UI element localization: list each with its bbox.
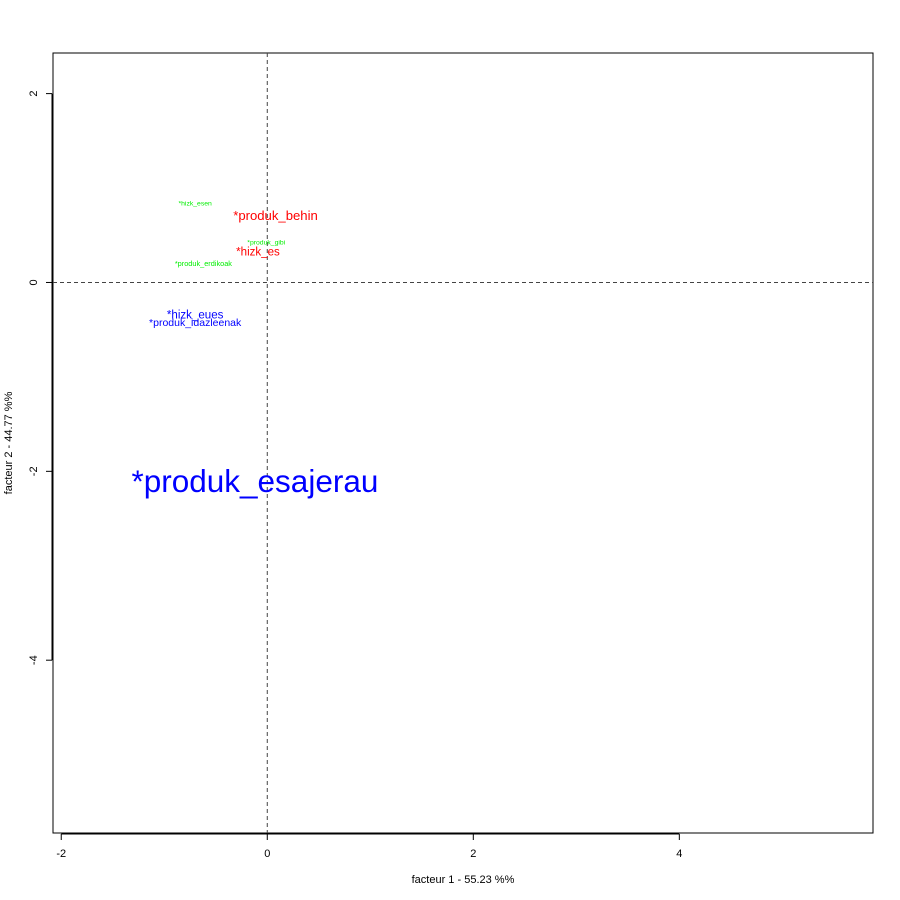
point-label: *produk_idazleenak (149, 317, 242, 329)
y-tick-label: -4 (28, 655, 40, 665)
point-label: *produk_behin (233, 208, 318, 223)
reference-lines (53, 53, 873, 833)
x-axis: -2 0 2 4 (56, 833, 682, 860)
point-label: *hizk_esen (178, 201, 212, 208)
y-axis-title: facteur 2 - 44.77 %% (3, 391, 15, 494)
point-label: *hizk_eues (167, 310, 224, 322)
x-tick-label: 4 (676, 848, 682, 860)
x-axis-title: facteur 1 - 55.23 %% (412, 874, 515, 886)
plot-frame (52, 52, 874, 834)
y-tick-label: 2 (28, 91, 40, 97)
point-labels: *produk_esajerau *hizk_eues*produk_idazle… (131, 201, 378, 499)
y-tick-label: 0 (28, 279, 40, 285)
point-label: *produk_esajerau (131, 463, 378, 499)
x-tick-label: -2 (56, 848, 66, 860)
y-tick-label: -2 (28, 466, 40, 476)
x-tick-label: 2 (470, 848, 476, 860)
x-tick-label: 0 (264, 848, 270, 860)
point-label: *produk_gibi (247, 239, 285, 246)
y-axis: -4 -2 0 2 (28, 91, 53, 665)
point-label: *produk_erdikoak (175, 259, 232, 268)
point-label: *hizk_es (236, 246, 280, 258)
